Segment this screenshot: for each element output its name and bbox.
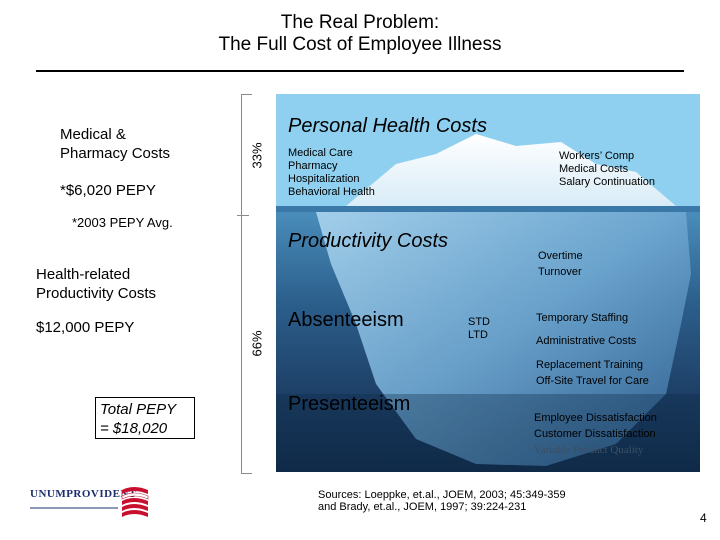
dissatisfaction-list: Employee Dissatisfaction Customer Dissat… — [534, 410, 657, 458]
total-line-1: Total PEPY — [100, 401, 177, 418]
replacement-item: Replacement Training — [536, 359, 644, 371]
sources-line-1: Sources: Loeppke, et.al., JOEM, 2003; 45… — [318, 489, 566, 501]
workers-comp-list: Workers’ Comp Medical Costs Salary Conti… — [559, 150, 655, 189]
staffing-list: Temporary Staffing Administrative Costs — [536, 312, 636, 348]
health-label-line-2: Productivity Costs — [36, 285, 157, 302]
std-item: STD — [468, 316, 490, 328]
percent-33-label: 33% — [249, 142, 265, 169]
slide-title: The Real Problem: The Full Cost of Emplo… — [0, 12, 720, 56]
deep-water — [276, 394, 700, 472]
staffing-item: Administrative Costs — [536, 335, 637, 347]
std-ltd-list: STD LTD — [468, 316, 490, 342]
iceberg-underwater — [316, 212, 691, 466]
title-line-2: The Full Cost of Employee Illness — [218, 34, 502, 55]
unumprovident-logo: UNUMPROVIDENT — [30, 484, 150, 522]
total-line-2: = $18,020 — [100, 420, 168, 437]
logo-text: UNUMPROVIDENT — [30, 488, 137, 500]
water-line — [276, 206, 700, 212]
flag-icon — [30, 487, 149, 517]
overtime-item: Turnover — [538, 266, 582, 278]
title-line-1: The Real Problem: — [280, 12, 440, 33]
medical-label-line-2: Pharmacy Costs — [60, 145, 171, 162]
medical-pepy-value: *$6,020 PEPY — [60, 182, 156, 199]
std-item: LTD — [468, 329, 488, 341]
iceberg-illustration: Personal Health Costs Medical Care Pharm… — [276, 94, 700, 472]
title-rule — [36, 70, 684, 72]
health-label-line-1: Health-related — [36, 266, 131, 283]
staffing-item: Temporary Staffing — [536, 312, 629, 324]
replacement-list: Replacement Training Off-Site Travel for… — [536, 357, 649, 389]
iceberg-tip — [346, 134, 676, 206]
dissatisfaction-item: Customer Dissatisfaction — [534, 428, 656, 440]
personal-item: Medical Care — [288, 147, 353, 159]
percent-66-label: 66% — [249, 330, 265, 357]
sources-citation: Sources: Loeppke, et.al., JOEM, 2003; 45… — [318, 489, 566, 513]
personal-items-list: Medical Care Pharmacy Hospitalization Be… — [288, 147, 375, 199]
medical-label-line-1: Medical & — [60, 126, 126, 143]
productivity-header: Productivity Costs — [288, 230, 449, 252]
personal-item: Hospitalization — [288, 173, 360, 185]
presenteeism-label: Presenteeism — [288, 393, 411, 415]
pepy-avg-note: *2003 PEPY Avg. — [72, 215, 173, 230]
workers-item: Workers’ Comp — [559, 150, 635, 162]
dissatisfaction-item: Variable Product Quality — [534, 444, 644, 456]
health-productivity-label: Health-related Productivity Costs — [36, 265, 156, 303]
dissatisfaction-item: Employee Dissatisfaction — [534, 412, 657, 424]
medical-costs-label: Medical & Pharmacy Costs — [60, 125, 170, 163]
overtime-item: Overtime — [538, 250, 583, 262]
personal-item: Pharmacy — [288, 160, 338, 172]
cost-bracket — [241, 94, 252, 474]
replacement-item: Off-Site Travel for Care — [536, 375, 649, 387]
page-number: 4 — [700, 511, 707, 525]
total-pepy-box: Total PEPY = $18,020 — [95, 397, 195, 439]
absenteeism-label: Absenteeism — [288, 309, 404, 331]
personal-health-header: Personal Health Costs — [288, 115, 487, 137]
overtime-list: Overtime Turnover — [538, 248, 583, 280]
workers-item: Salary Continuation — [559, 176, 656, 188]
personal-item: Behavioral Health — [288, 186, 375, 198]
iceberg-graphic — [276, 94, 700, 472]
bracket-divider — [237, 215, 249, 216]
workers-item: Medical Costs — [559, 163, 629, 175]
health-pepy-value: $12,000 PEPY — [36, 319, 135, 336]
sources-line-2: and Brady, et.al., JOEM, 1997; 39:224-23… — [318, 501, 527, 513]
